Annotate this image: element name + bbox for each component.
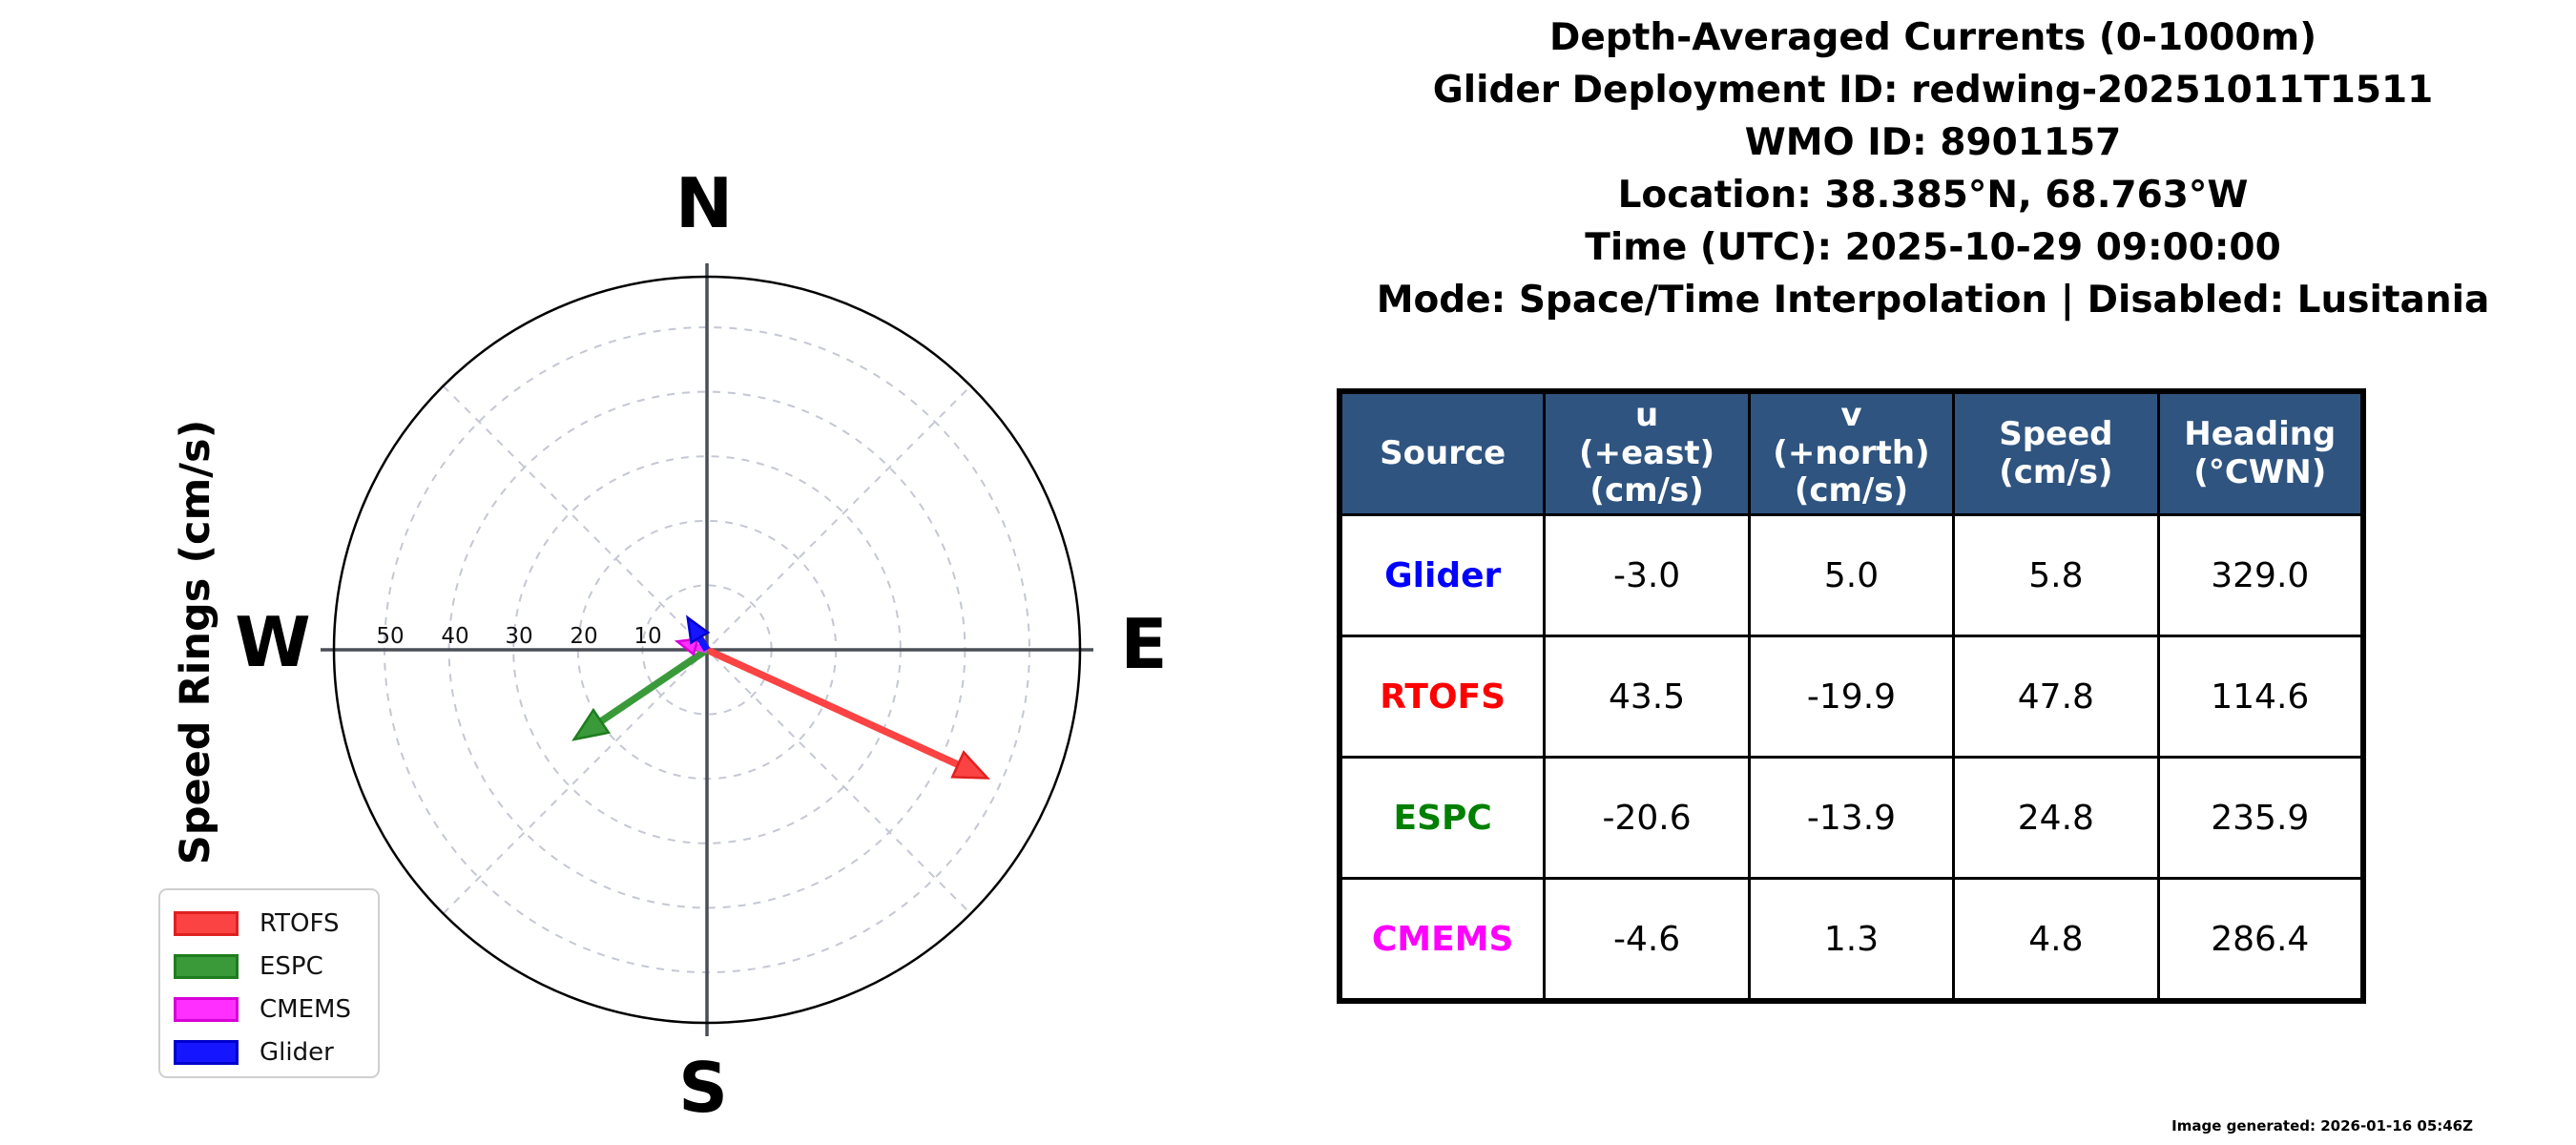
speed-rings-axis-label: Speed Rings (cm/s): [172, 419, 219, 865]
legend-item-espc: ESPC: [174, 945, 378, 988]
legend-item-cmems: CMEMS: [174, 988, 378, 1030]
speed-value: 5.8: [1952, 513, 2160, 637]
legend-item-rtofs: RTOFS: [174, 902, 378, 945]
table-row-rtofs: RTOFS 43.5 -19.9 47.8 114.6: [1338, 635, 2365, 759]
ring-label-50: 50: [376, 624, 404, 649]
title-block: Depth-Averaged Currents (0-1000m) Glider…: [1303, 11, 2563, 326]
header-heading: Heading (°CWN): [2156, 390, 2365, 516]
rtofs-arrow-head: [950, 750, 990, 780]
title-line-mode: Mode: Space/Time Interpolation | Disable…: [1376, 279, 2490, 322]
cardinal-label-east: E: [1120, 604, 1168, 684]
espc-arrow-head: [571, 707, 612, 741]
v-value: 5.0: [1747, 513, 1956, 637]
speed-value: 4.8: [1952, 877, 2160, 1002]
title-line-location: Location: 38.385°N, 68.763°W: [1617, 174, 2249, 217]
v-value: -13.9: [1747, 756, 1956, 880]
ring-label-30: 30: [505, 624, 532, 649]
legend-label: RTOFS: [260, 908, 340, 938]
title-line-wmo: WMO ID: 8901157: [1744, 121, 2122, 164]
glider-arrow-head: [686, 614, 711, 645]
source-label: RTOFS: [1338, 635, 1547, 759]
espc-swatch: [174, 953, 239, 979]
outer-circle: [332, 275, 1082, 1025]
rtofs-arrow-shaft: [705, 646, 966, 771]
title-line-deployment: Glider Deployment ID: redwing-20251011T1…: [1432, 69, 2434, 112]
speed-value: 24.8: [1952, 756, 2160, 880]
table-header-row: Source u (+east) (cm/s) v (+north) (cm/s…: [1338, 390, 2365, 516]
v-value: -19.9: [1747, 635, 1956, 759]
cardinal-label-south: S: [678, 1048, 728, 1128]
heading-value: 329.0: [2156, 513, 2365, 637]
header-source: Source: [1338, 390, 1547, 516]
legend-item-glider: Glider: [174, 1030, 378, 1073]
ring-label-10: 10: [634, 624, 661, 649]
speed-value: 47.8: [1952, 635, 2160, 759]
glider-swatch: [174, 1039, 239, 1065]
source-label: ESPC: [1338, 756, 1547, 880]
legend-label: Glider: [260, 1037, 334, 1067]
u-value: -4.6: [1543, 877, 1751, 1002]
u-value: -3.0: [1543, 513, 1751, 637]
espc-arrow-shaft: [593, 646, 710, 728]
heading-value: 235.9: [2156, 756, 2365, 880]
title-line-time: Time (UTC): 2025-10-29 09:00:00: [1585, 226, 2281, 269]
table-row-espc: ESPC -20.6 -13.9 24.8 235.9: [1338, 756, 2365, 880]
u-value: -20.6: [1543, 756, 1751, 880]
legend: RTOFS ESPC CMEMS Glider: [158, 888, 380, 1078]
current-vector-arrows: [571, 614, 990, 780]
heading-value: 286.4: [2156, 877, 2365, 1002]
currents-table: Source u (+east) (cm/s) v (+north) (cm/s…: [1337, 388, 2366, 1004]
legend-label: ESPC: [260, 951, 323, 981]
rtofs-swatch: [174, 910, 239, 936]
source-label: Glider: [1338, 513, 1547, 637]
ring-label-20: 20: [570, 624, 597, 649]
header-v: v (+north) (cm/s): [1747, 390, 1956, 516]
ring-label-40: 40: [441, 624, 468, 649]
legend-label: CMEMS: [260, 994, 351, 1024]
title-line-main: Depth-Averaged Currents (0-1000m): [1548, 16, 2317, 59]
ring-tick-labels: 10 20 30 40 50: [376, 624, 661, 649]
header-u: u (+east) (cm/s): [1543, 390, 1751, 516]
source-label: CMEMS: [1338, 877, 1547, 1002]
u-value: 43.5: [1543, 635, 1751, 759]
heading-value: 114.6: [2156, 635, 2365, 759]
table-row-glider: Glider -3.0 5.0 5.8 329.0: [1338, 513, 2365, 637]
v-value: 1.3: [1747, 877, 1956, 1002]
cardinal-label-west: W: [235, 602, 311, 682]
table-row-cmems: CMEMS -4.6 1.3 4.8 286.4: [1338, 877, 2365, 1002]
cardinal-label-north: N: [675, 163, 734, 243]
generated-timestamp: Image generated: 2026-01-16 05:46Z: [2171, 1117, 2473, 1135]
cmems-swatch: [174, 996, 239, 1022]
header-speed: Speed (cm/s): [1952, 390, 2160, 516]
